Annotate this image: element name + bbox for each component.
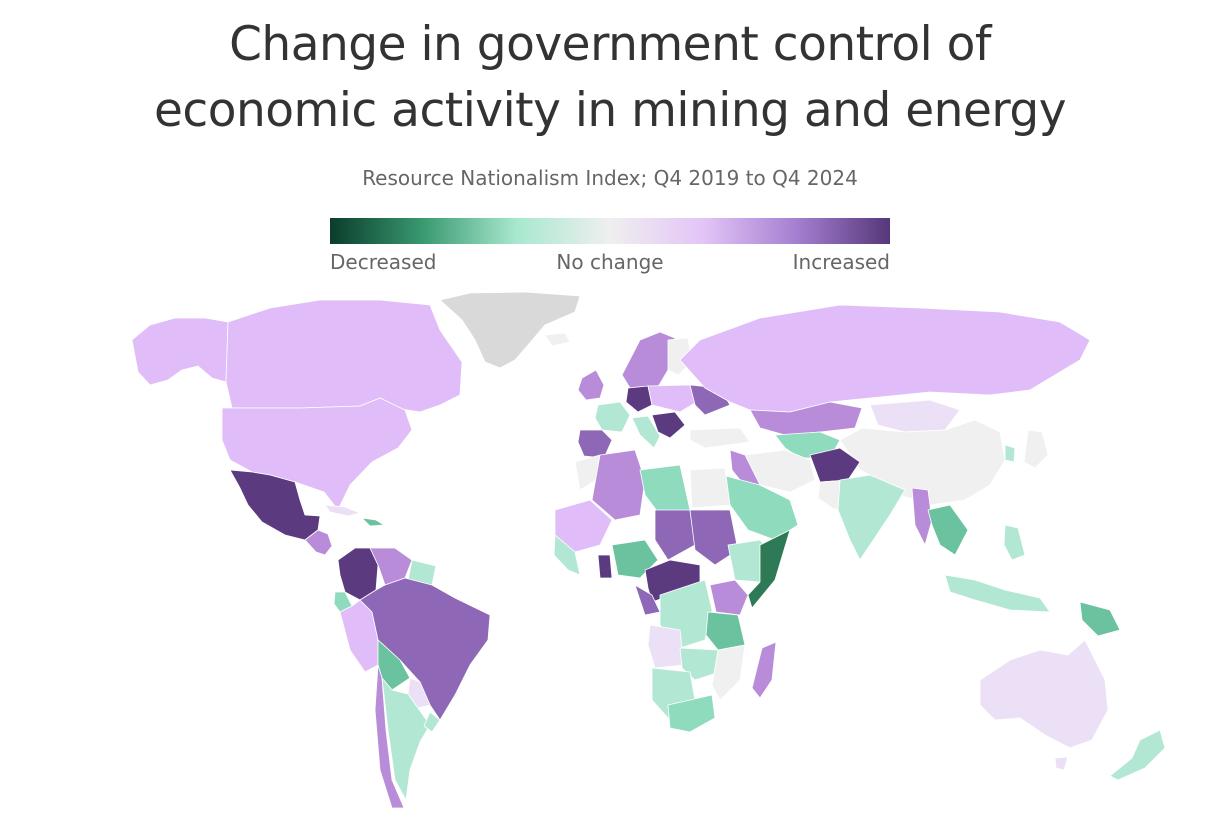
region-mainland-se-asia (927, 504, 969, 556)
world-map (131, 291, 1166, 809)
region-mongolia (869, 399, 961, 433)
region-brazil (359, 577, 491, 721)
region-balkans (651, 411, 686, 439)
region-italy (631, 415, 661, 449)
region-madagascar (751, 641, 777, 699)
region-uk-ireland (577, 369, 605, 401)
region-sudan (689, 509, 739, 566)
legend-label-increased: Increased (792, 250, 890, 274)
region-cuba (324, 504, 361, 517)
chart-title-line-2: economic activity in mining and energy (153, 83, 1067, 138)
region-alaska (131, 317, 229, 386)
region-egypt (689, 467, 731, 509)
region-turkey (689, 427, 751, 449)
region-argentina (381, 677, 431, 801)
region-algeria (591, 449, 646, 521)
region-canada (225, 299, 463, 413)
region-australia (979, 639, 1109, 749)
chart-title-line-1: Change in government control of (229, 17, 991, 72)
region-mozambique (711, 644, 746, 701)
region-new-zealand (1109, 729, 1166, 781)
region-france (594, 401, 631, 433)
region-greenland (439, 291, 581, 369)
region-uruguay (423, 711, 441, 733)
region-kazakhstan (749, 401, 863, 436)
region-central-europe (647, 384, 701, 413)
region-iceland (544, 332, 571, 347)
region-libya (639, 464, 691, 516)
region-angola (647, 624, 685, 669)
region-papua-new-guinea (1079, 601, 1121, 637)
region-usa (221, 397, 413, 511)
chart-subtitle: Resource Nationalism Index; Q4 2019 to Q… (362, 166, 858, 190)
region-west-coast (553, 534, 581, 576)
region-tanzania (705, 611, 746, 651)
region-afghanistan (809, 447, 861, 483)
legend-gradient-bar (330, 218, 890, 244)
region-chad (654, 509, 696, 561)
chart-title: Change in government control of economic… (0, 12, 1220, 144)
region-south-africa (667, 694, 716, 733)
region-korea (1004, 444, 1016, 463)
region-paraguay (407, 677, 431, 709)
region-somalia (747, 529, 791, 609)
region-myanmar (911, 487, 933, 546)
region-mexico (229, 469, 321, 541)
color-legend: Decreased No change Increased (330, 218, 890, 278)
region-chile (374, 664, 405, 809)
region-india (837, 474, 906, 561)
region-russia (679, 304, 1091, 413)
region-caribbean (361, 517, 385, 527)
region-central-america (304, 529, 333, 556)
region-germany (625, 385, 653, 413)
region-japan (1023, 429, 1049, 469)
legend-label-decreased: Decreased (330, 250, 437, 274)
region-philippines (1003, 524, 1026, 561)
legend-label-no-change: No change (556, 250, 664, 274)
region-indonesia (944, 574, 1051, 613)
region-tasmania (1054, 756, 1069, 771)
region-ghana (597, 554, 613, 579)
region-kenya-uganda (709, 579, 749, 616)
